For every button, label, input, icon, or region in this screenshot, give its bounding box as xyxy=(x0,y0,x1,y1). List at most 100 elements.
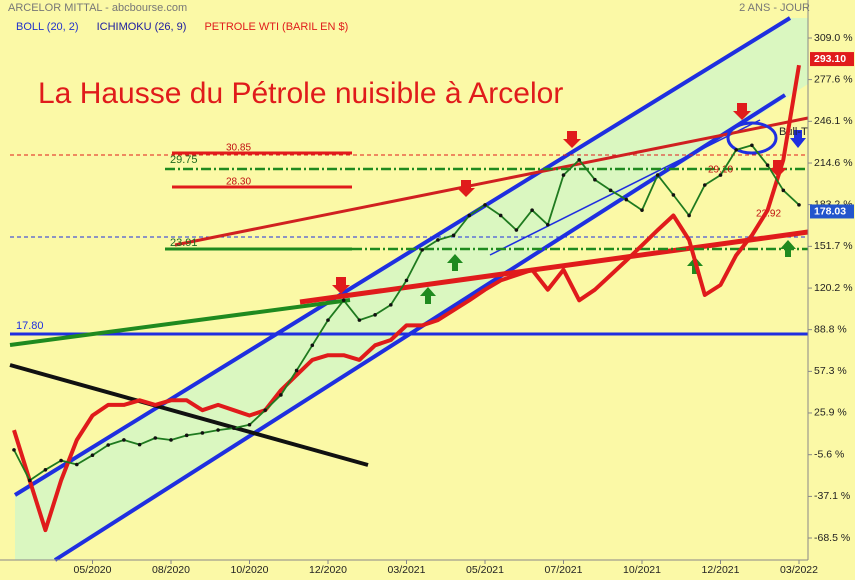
y-tick-label: 120.2 % xyxy=(814,282,853,294)
x-tick-label: 10/2020 xyxy=(231,564,269,576)
price-point xyxy=(671,193,676,197)
price-point xyxy=(43,467,48,472)
level-label: 17.80 xyxy=(16,320,44,332)
channel-upper xyxy=(13,16,792,497)
price-point xyxy=(436,238,440,242)
x-tick-label: 05/2020 xyxy=(74,564,112,576)
y-tick-label: 88.8 % xyxy=(814,323,847,335)
y-tick-label: -68.5 % xyxy=(814,532,850,544)
price-point xyxy=(718,173,723,177)
price-point xyxy=(27,478,32,483)
chart-title: ARCELOR MITTAL - abcbourse.com xyxy=(8,2,187,14)
y-tick-label: -37.1 % xyxy=(814,490,850,502)
x-tick-label: 12/2021 xyxy=(702,564,740,576)
price-point xyxy=(232,426,236,430)
y-tick-label: 57.3 % xyxy=(814,365,847,377)
price-point xyxy=(326,318,330,322)
price-point xyxy=(593,177,597,182)
price-point xyxy=(373,313,377,317)
y-tick-label: 277.6 % xyxy=(814,73,853,85)
price-point xyxy=(577,158,581,162)
x-tick-label: 12/2020 xyxy=(309,564,347,576)
price-point xyxy=(624,197,629,202)
price-point xyxy=(530,208,534,212)
price-point xyxy=(59,458,63,463)
price-tag-label: 178.03 xyxy=(814,205,846,217)
y-tick-label: 246.1 % xyxy=(814,115,853,127)
level-label: 28.30 xyxy=(226,177,251,188)
price-point xyxy=(483,203,487,207)
plot: BOLL (20, 2) ICHIMOKU (26, 9) PETROLE WTI … xyxy=(12,21,854,576)
price-tag xyxy=(810,52,854,67)
y-tick-label: 309.0 % xyxy=(814,32,853,44)
x-tick-label: 08/2020 xyxy=(152,564,190,576)
level-label: 29.10 xyxy=(708,165,733,176)
price-point xyxy=(247,422,252,427)
oil-line xyxy=(12,64,801,533)
sell-arrow xyxy=(790,130,806,148)
x-tick-label: 05/2021 xyxy=(466,564,504,576)
price-point xyxy=(341,298,346,303)
y-tick-label: 25.9 % xyxy=(814,407,847,419)
price-point xyxy=(106,443,110,447)
period-label: 2 ANS - JOUR xyxy=(739,2,810,14)
y-tick-label: -5.6 % xyxy=(814,448,844,460)
price-point xyxy=(765,163,770,167)
price-point xyxy=(389,303,393,307)
price-point xyxy=(451,233,456,238)
price-point xyxy=(797,203,801,207)
price-tag-label: 293.10 xyxy=(814,53,846,65)
channel-inner xyxy=(489,119,761,256)
price-point xyxy=(310,343,315,348)
price-point xyxy=(640,208,644,212)
price-point xyxy=(655,173,660,177)
legend-entry: BOLL (20, 2) xyxy=(16,21,79,33)
price-point xyxy=(75,462,79,467)
trend-line xyxy=(9,298,351,347)
price-point xyxy=(294,368,299,373)
highlight-ellipse xyxy=(726,121,778,155)
price-point xyxy=(546,222,550,227)
price-point xyxy=(420,248,425,252)
price-point xyxy=(263,408,268,412)
price-point xyxy=(200,431,205,435)
price-point xyxy=(608,188,613,193)
trend-line xyxy=(174,116,809,247)
price-point xyxy=(357,318,362,322)
price-point xyxy=(750,143,754,148)
price-point xyxy=(467,213,472,218)
price-point xyxy=(734,148,738,152)
level-label: 29.75 xyxy=(170,154,198,166)
price-point xyxy=(184,433,189,438)
price-point xyxy=(781,188,786,193)
price-point xyxy=(12,448,16,452)
x-tick-label: 03/2021 xyxy=(388,564,426,576)
x-tick-label: 03/2022 xyxy=(780,564,818,576)
pattern-label: Bull-T xyxy=(779,126,808,138)
price-point xyxy=(279,393,283,397)
channel-lower xyxy=(53,93,787,562)
level-label: 30.85 xyxy=(226,143,251,154)
level-label: 23.91 xyxy=(170,237,198,249)
price-point xyxy=(514,228,519,232)
price-point xyxy=(137,442,142,447)
price-point xyxy=(90,453,95,458)
price-point xyxy=(169,438,173,442)
price-point xyxy=(122,438,126,442)
price-point xyxy=(703,183,707,187)
legend-entry: ICHIMOKU (26, 9) xyxy=(97,21,187,33)
level-label: 22.92 xyxy=(756,209,781,220)
price-point xyxy=(498,213,503,218)
price-point xyxy=(687,213,691,218)
headline: La Hausse du Pétrole nuisible à Arcelor xyxy=(38,77,563,110)
price-point xyxy=(404,278,409,283)
price-point xyxy=(561,173,566,177)
price-tag xyxy=(810,204,854,219)
y-tick-label: 214.6 % xyxy=(814,157,853,169)
y-tick-label: 151.7 % xyxy=(814,240,853,252)
x-tick-label: 10/2021 xyxy=(623,564,661,576)
price-point xyxy=(153,436,158,440)
trend-line xyxy=(299,229,809,305)
price-point xyxy=(216,428,220,432)
